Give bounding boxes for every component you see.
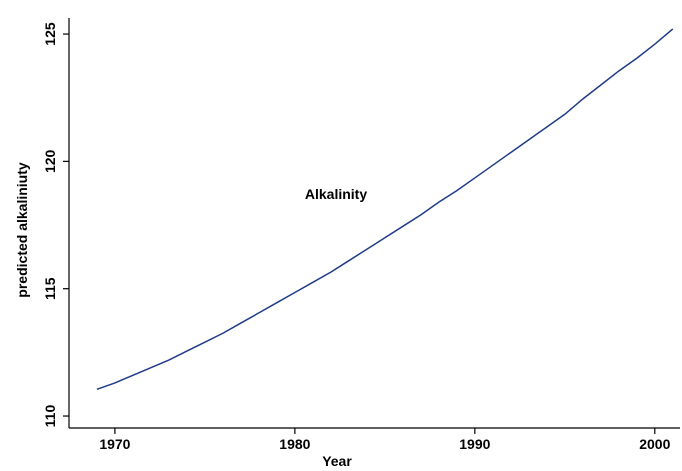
y-tick-label: 115 xyxy=(42,277,58,300)
x-tick-label: 2000 xyxy=(639,436,670,452)
data-line xyxy=(96,28,674,390)
y-axis-label: predicted alkaliniuty xyxy=(14,162,30,298)
x-tick-label: 1970 xyxy=(99,436,130,452)
y-tick-label: 110 xyxy=(42,405,58,428)
annotation: Alkalinity xyxy=(305,186,367,202)
y-tick-label: 125 xyxy=(42,22,58,46)
x-tick-label: 1980 xyxy=(279,436,310,452)
y-tick-label: 120 xyxy=(42,149,58,173)
x-axis-label: Year xyxy=(322,453,352,469)
x-tick-label: 1990 xyxy=(459,436,490,452)
